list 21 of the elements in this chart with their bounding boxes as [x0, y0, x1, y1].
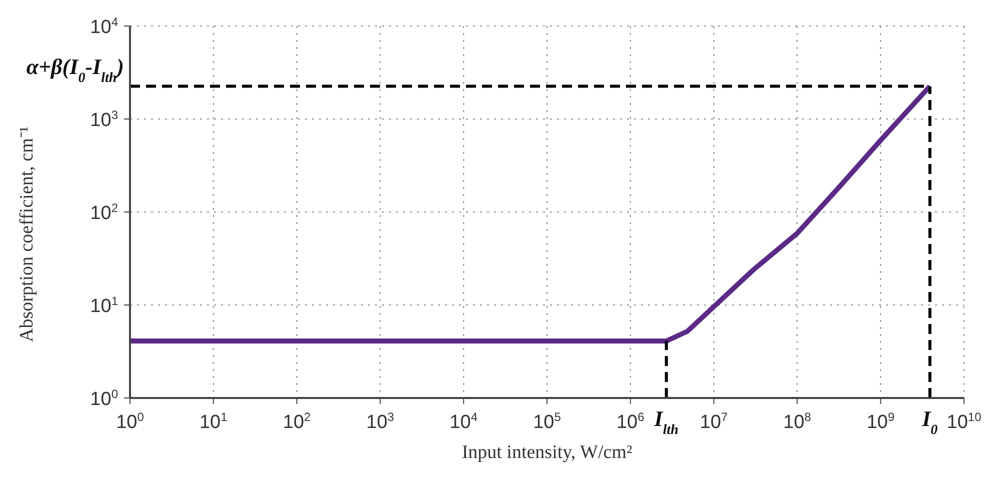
x-tick-label: 10$^{0}$ [116, 410, 144, 433]
x-tick-label: 10$^{7}$ [700, 410, 728, 433]
y-tick-label: 10$^{2}$ [90, 201, 118, 224]
y-tick-label: 10$^{3}$ [90, 108, 118, 131]
x-tick-label: 10$^{1}$ [199, 410, 228, 433]
y-tick-label: 10$^{0}$ [90, 387, 118, 410]
x-tick-label: 10$^{6}$ [616, 410, 645, 433]
x-tick-label: 10$^{8}$ [783, 410, 812, 433]
x-tick-label: 10$^{9}$ [866, 410, 895, 433]
x-axis-title: Input intensity, W/cm² [462, 442, 632, 463]
annotation: I$_{lth}$ [653, 406, 679, 438]
x-tick-label: 10$^{4}$ [450, 410, 478, 433]
y-tick-label: 10$^{1}$ [90, 294, 118, 317]
x-tick-label: 10$^{3}$ [366, 410, 394, 433]
y-axis-title: Absorption coefficient, cm⁻¹ [16, 126, 38, 342]
x-tick-label: 10$^{10}$ [946, 410, 982, 433]
x-tick-label: 10$^{5}$ [533, 410, 562, 433]
annotation: I$_{0}$ [921, 406, 938, 438]
annotation: α+β(I$_{0}$-I$_{lth}$) [26, 54, 124, 86]
y-tick-label: 10$^{4}$ [90, 15, 118, 38]
x-tick-label: 10$^{2}$ [282, 410, 312, 433]
